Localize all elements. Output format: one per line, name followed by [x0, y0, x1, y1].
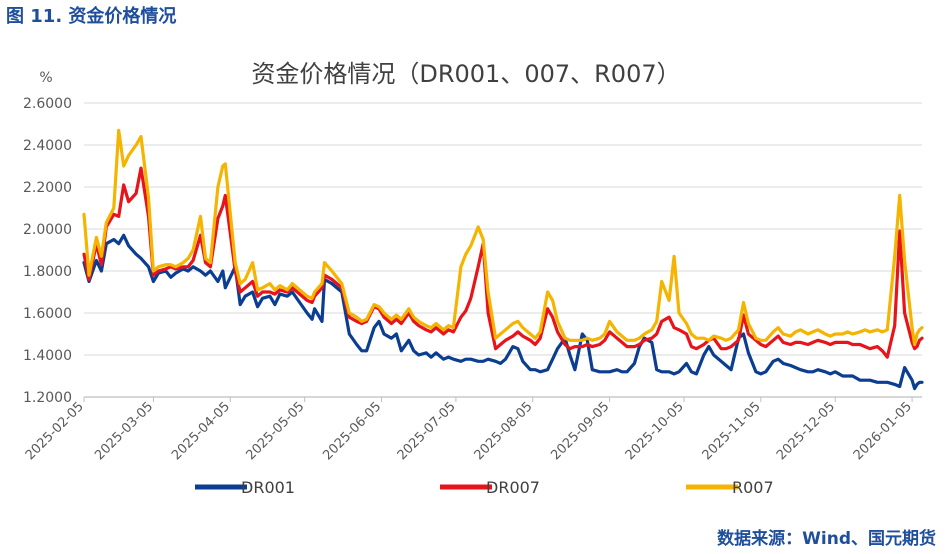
x-tick-label: 2025-11-05	[700, 399, 764, 463]
series-line-dr001	[82, 233, 924, 391]
x-tick-label: 2026-01-05	[851, 399, 915, 463]
source-note: 数据来源：Wind、国元期货	[717, 529, 936, 549]
y-tick-label: 2.6000	[23, 96, 72, 112]
x-tick-label: 2025-03-05	[92, 399, 156, 463]
legend-label-dr007: DR007	[486, 478, 540, 497]
x-tick-label: 2025-06-05	[320, 399, 384, 463]
y-tick-label: 1.2000	[23, 390, 72, 406]
y-tick-label: 1.4000	[23, 348, 72, 364]
legend-label-r007: R007	[732, 478, 774, 497]
x-tick-label: 2025-08-05	[472, 399, 536, 463]
y-tick-label: 1.6000	[23, 306, 72, 322]
x-tick-label: 2025-04-05	[169, 399, 233, 463]
x-tick-label: 2025-07-05	[395, 399, 459, 463]
y-tick-label: 1.8000	[23, 264, 72, 280]
x-tick-label: 2025-12-05	[774, 399, 838, 463]
x-tick-label: 2025-09-05	[548, 399, 612, 463]
series-lines	[82, 128, 924, 391]
figure-title: 图 11. 资金价格情况	[6, 6, 177, 27]
x-tick-label: 2025-02-05	[23, 399, 87, 463]
series-line-dr007	[82, 166, 924, 359]
x-tick-label: 2025-05-05	[243, 399, 307, 463]
legend-label-dr001: DR001	[241, 478, 295, 497]
series-line-r007	[82, 128, 924, 347]
y-axis-ticks: 1.2000 1.4000 1.6000 1.8000 2.0000 2.2000 2.40…	[23, 96, 72, 406]
chart-title: 资金价格情况（DR001、007、R007）	[251, 60, 680, 88]
y-tick-label: 2.4000	[23, 138, 72, 154]
y-axis-unit: %	[39, 70, 52, 86]
y-tick-label: 2.0000	[23, 222, 72, 238]
x-tick-label: 2025-10-05	[623, 399, 687, 463]
legend: DR001 DR007 R007	[195, 478, 774, 497]
gridlines	[84, 102, 922, 356]
x-axis-ticks: 2025-02-05 2025-03-05 2025-04-05 2025-05-05…	[23, 397, 915, 463]
y-tick-label: 2.2000	[23, 180, 72, 196]
